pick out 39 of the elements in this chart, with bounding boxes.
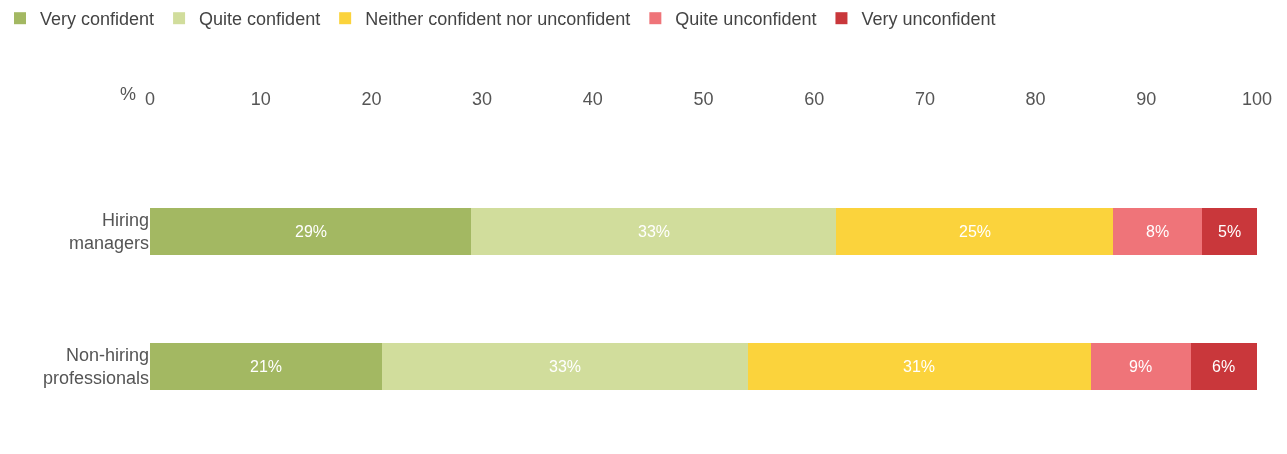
x-tick-label: 20: [361, 89, 382, 110]
x-tick-label: 70: [914, 89, 935, 110]
x-tick-label: 30: [472, 89, 493, 110]
bar: [150, 342, 383, 391]
data-label: 25%: [959, 223, 992, 240]
data-label: 6%: [1212, 358, 1236, 375]
x-tick-label: 80: [1025, 89, 1046, 110]
x-tick-label: 50: [693, 89, 714, 110]
legend-label: Quite confident: [199, 9, 321, 30]
x-tick-label: 0: [144, 89, 156, 110]
bar: [1090, 342, 1191, 391]
data-label: 31%: [903, 358, 936, 375]
bar: [747, 342, 1091, 391]
data-label: 33%: [549, 358, 582, 375]
data-label: 9%: [1129, 358, 1153, 375]
legend-label: Quite unconfident: [675, 9, 817, 30]
x-tick-label: 60: [804, 89, 825, 110]
data-label: 5%: [1218, 223, 1242, 240]
x-tick-label: 100: [1241, 89, 1273, 110]
data-label: 8%: [1146, 223, 1170, 240]
bar: [1201, 207, 1257, 256]
x-axis-title: %: [120, 84, 137, 104]
y-tick-label: Non-hiring professionals: [42, 345, 149, 389]
x-tick-label: 40: [582, 89, 603, 110]
x-tick-label: 90: [1136, 89, 1157, 110]
bar: [150, 207, 472, 256]
data-label: 21%: [250, 358, 283, 375]
bar: [471, 207, 837, 256]
bar: [1190, 342, 1257, 391]
bar: [836, 207, 1114, 256]
bar: [1113, 207, 1202, 256]
bar: [382, 342, 748, 391]
data-label: 29%: [295, 223, 328, 240]
y-tick-label: Hiring managers: [68, 210, 149, 254]
legend-label: Very confident: [40, 9, 155, 30]
x-tick-label: 10: [250, 89, 271, 110]
legend-label: Neither confident nor unconfident: [365, 9, 631, 30]
legend-label: Very unconfident: [861, 9, 996, 30]
data-label: 33%: [638, 223, 671, 240]
